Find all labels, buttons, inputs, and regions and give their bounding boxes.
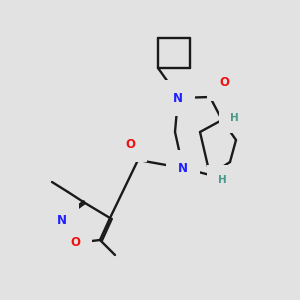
Text: H: H	[230, 113, 238, 123]
Text: N: N	[173, 92, 183, 104]
Text: N: N	[57, 214, 67, 226]
Text: O: O	[219, 76, 229, 89]
Text: H: H	[218, 175, 226, 185]
Text: N: N	[178, 161, 188, 175]
Text: O: O	[125, 137, 135, 151]
Text: O: O	[70, 236, 80, 250]
